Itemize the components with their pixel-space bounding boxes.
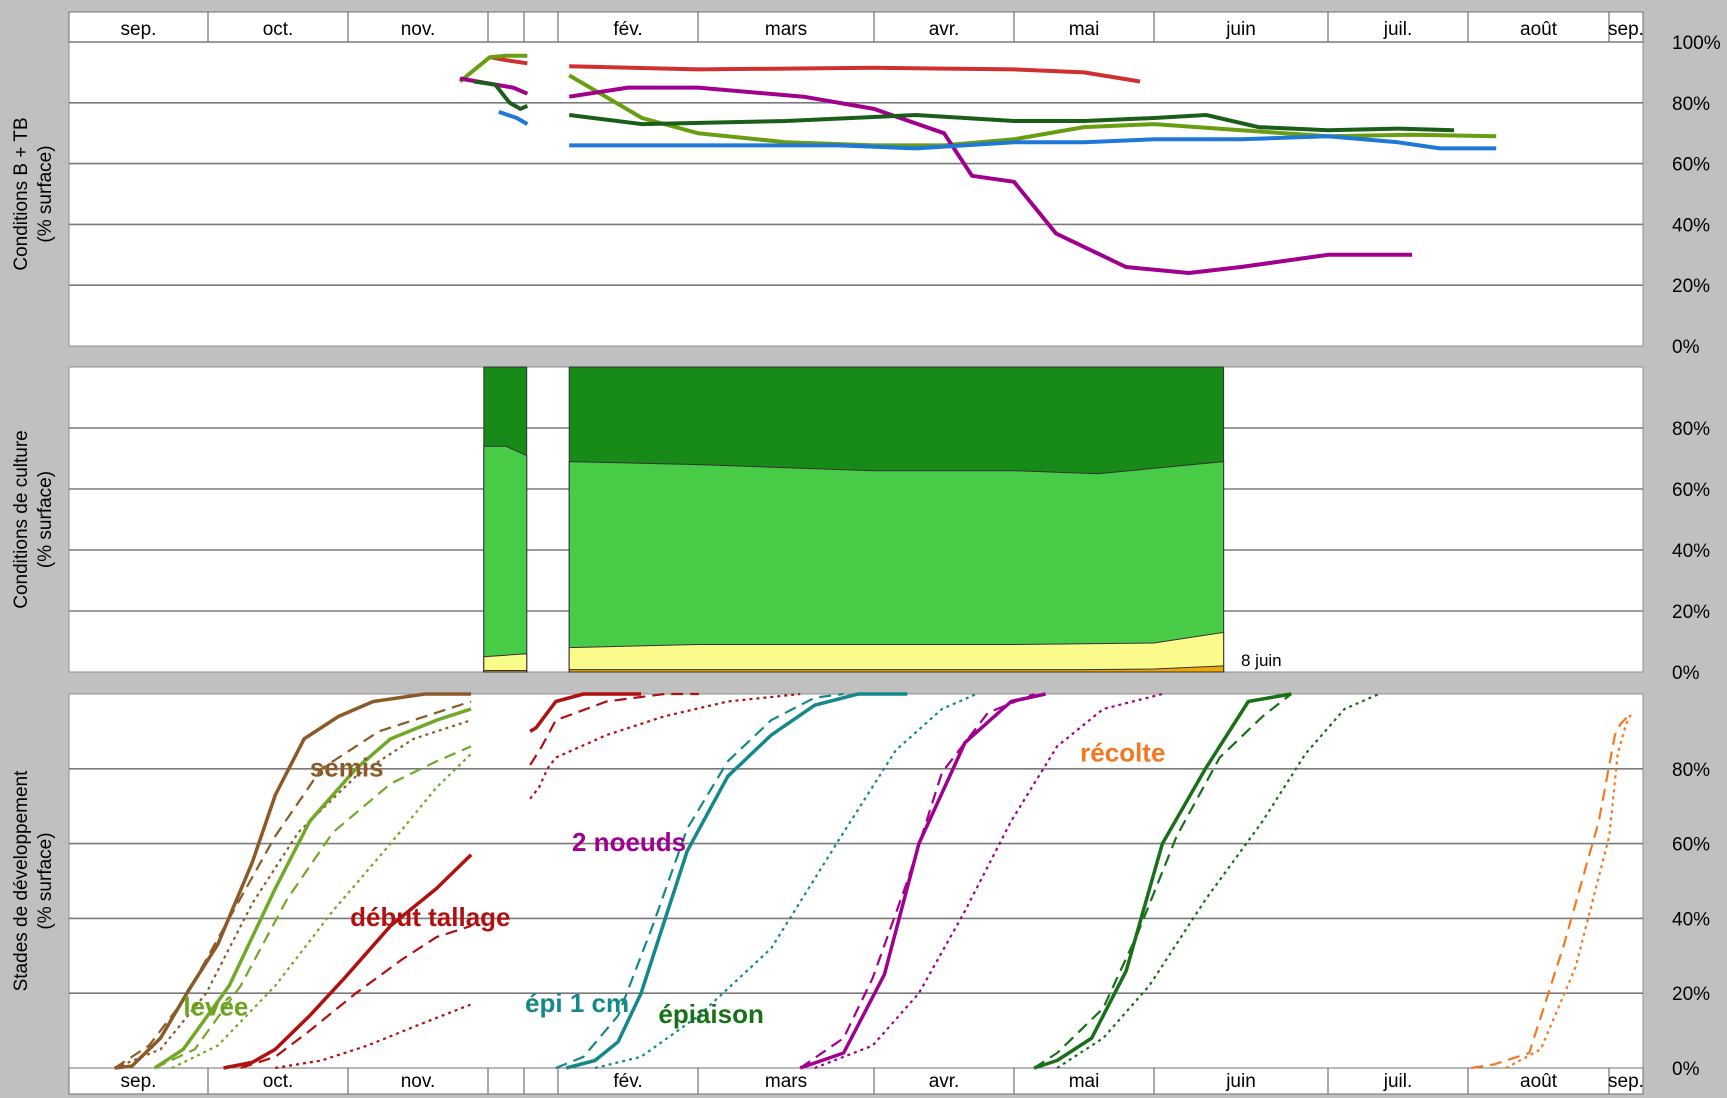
y-axis-label-unit: (% surface) bbox=[35, 145, 56, 242]
area-band-2 bbox=[483, 653, 528, 673]
stage-line-6 bbox=[171, 753, 472, 1069]
stage-line-7 bbox=[529, 692, 642, 733]
series-line-5 bbox=[569, 134, 1497, 151]
month-label: sep. bbox=[1608, 1071, 1644, 1092]
month-axis-row bbox=[68, 11, 1644, 43]
y-tick-label: 40% bbox=[1672, 909, 1710, 930]
stage-label: épi 1 cm bbox=[525, 988, 629, 1018]
annotation-label: 8 juin bbox=[1241, 651, 1282, 670]
area-band-3 bbox=[568, 461, 1225, 673]
stage-line-16 bbox=[1033, 692, 1292, 1070]
y-tick-label: 80% bbox=[1672, 419, 1710, 440]
y-tick-label: 60% bbox=[1672, 835, 1710, 856]
y-tick-label: 40% bbox=[1672, 215, 1710, 236]
series-line-4 bbox=[568, 113, 1455, 133]
y-axis-label: Stades de développement bbox=[11, 770, 32, 991]
month-label: nov. bbox=[401, 19, 436, 40]
series-line-3 bbox=[568, 85, 1412, 275]
y-axis-label-unit: (% surface) bbox=[35, 832, 56, 929]
y-tick-label: 60% bbox=[1672, 480, 1710, 501]
month-label: nov. bbox=[401, 1071, 436, 1092]
series-line-4 bbox=[473, 79, 529, 111]
area-band-3 bbox=[483, 445, 528, 673]
month-label: sep. bbox=[121, 19, 157, 40]
y-axis-label: Conditions B + TB bbox=[11, 117, 32, 270]
stage-line-4 bbox=[153, 707, 472, 1070]
stage-label: récolte bbox=[1080, 737, 1165, 767]
y-tick-label: 80% bbox=[1672, 94, 1710, 115]
y-tick-label: 0% bbox=[1672, 337, 1700, 358]
month-label: mars bbox=[765, 1071, 807, 1092]
y-tick-label: 20% bbox=[1672, 276, 1710, 297]
stage-label: début tallage bbox=[350, 902, 510, 932]
series-line-1 bbox=[569, 64, 1141, 84]
stage-label: levée bbox=[183, 992, 248, 1022]
y-tick-label: 20% bbox=[1672, 984, 1710, 1005]
stage-line-10 bbox=[565, 692, 908, 1070]
month-label: août bbox=[1520, 19, 1558, 40]
month-label: juin bbox=[1225, 19, 1256, 40]
stage-label: 2 noeuds bbox=[572, 827, 686, 857]
stage-line-7 bbox=[223, 853, 473, 1070]
stage-line-19 bbox=[1471, 711, 1633, 1070]
month-label: avr. bbox=[929, 1071, 960, 1092]
area-band-1 bbox=[568, 665, 1225, 673]
stage-line-5 bbox=[154, 745, 472, 1069]
series-line-2 bbox=[458, 53, 528, 84]
stage-label: semis bbox=[310, 752, 384, 782]
y-tick-label: 0% bbox=[1672, 1059, 1700, 1080]
stage-line-13 bbox=[799, 692, 1046, 1070]
y-tick-label: 100% bbox=[1672, 33, 1721, 54]
stage-line-8 bbox=[240, 924, 472, 1070]
y-axis-label: Conditions de culture bbox=[11, 430, 32, 609]
month-label: juin bbox=[1225, 1071, 1256, 1092]
y-tick-label: 80% bbox=[1672, 760, 1710, 781]
month-label: oct. bbox=[263, 19, 294, 40]
month-label: avr. bbox=[929, 19, 960, 40]
month-label: mai bbox=[1069, 1071, 1100, 1092]
area-band-1 bbox=[483, 670, 528, 673]
month-label: juil. bbox=[1383, 19, 1413, 40]
stage-line-2 bbox=[114, 700, 472, 1069]
month-label: sep. bbox=[121, 1071, 157, 1092]
y-tick-label: 40% bbox=[1672, 541, 1710, 562]
month-label: mars bbox=[765, 19, 807, 40]
month-label: oct. bbox=[263, 1071, 294, 1092]
stage-label: épiaison bbox=[658, 999, 763, 1029]
series-line-5 bbox=[498, 110, 529, 126]
plot-area-1 bbox=[68, 41, 1644, 347]
stage-line-1 bbox=[114, 692, 472, 1070]
month-axis-row bbox=[68, 1067, 1644, 1095]
month-label: juil. bbox=[1383, 1071, 1413, 1092]
y-tick-label: 60% bbox=[1672, 155, 1710, 176]
month-label: sep. bbox=[1608, 19, 1644, 40]
month-label: fév. bbox=[613, 1071, 642, 1092]
y-axis-label-unit: (% surface) bbox=[35, 471, 56, 568]
stage-line-18 bbox=[1056, 692, 1380, 1069]
stage-line-9 bbox=[529, 692, 801, 800]
stage-line-17 bbox=[1033, 693, 1292, 1069]
month-label: mai bbox=[1069, 19, 1100, 40]
month-label: fév. bbox=[613, 19, 642, 40]
y-tick-label: 0% bbox=[1672, 663, 1700, 684]
stage-line-15 bbox=[814, 692, 1163, 1070]
y-tick-label: 20% bbox=[1672, 602, 1710, 623]
month-label: août bbox=[1520, 1071, 1558, 1092]
plot-area-3 bbox=[68, 693, 1644, 1069]
stage-line-11 bbox=[555, 692, 844, 1070]
stage-line-8 bbox=[529, 692, 699, 766]
